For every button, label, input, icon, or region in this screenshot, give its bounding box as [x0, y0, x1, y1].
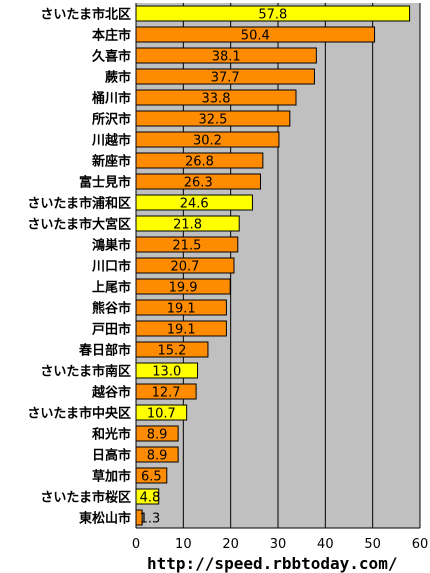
category-label: 上尾市 — [92, 280, 131, 296]
category-label: さいたま市南区 — [40, 364, 131, 380]
category-label: さいたま市浦和区 — [27, 196, 131, 212]
bar-value-label: 13.0 — [152, 365, 181, 380]
x-tick-label: 60 — [412, 537, 429, 552]
category-label: 本庄市 — [92, 28, 131, 44]
category-label: さいたま市大宮区 — [27, 217, 131, 233]
bar-value-label: 21.8 — [173, 218, 202, 233]
category-label: 鴻巣市 — [92, 238, 131, 254]
bar-value-label: 20.7 — [171, 260, 200, 275]
bar-value-label: 32.5 — [198, 113, 227, 128]
category-label: 日高市 — [92, 448, 131, 464]
bar-value-label: 8.9 — [147, 449, 168, 464]
category-label: さいたま市桜区 — [40, 490, 131, 506]
category-label: さいたま市中央区 — [27, 406, 131, 422]
x-tick-label: 0 — [132, 537, 140, 552]
bar-value-label: 33.8 — [202, 92, 231, 107]
x-tick-label: 40 — [317, 537, 334, 552]
bar-value-label: 30.2 — [193, 134, 222, 149]
bar-value-label: 57.8 — [258, 8, 287, 23]
category-label: さいたま市北区 — [40, 7, 131, 23]
bar-value-label: 15.2 — [157, 344, 186, 359]
bar-value-label: 26.8 — [185, 155, 214, 170]
bar-value-label: 26.3 — [184, 176, 213, 191]
category-label: 和光市 — [92, 427, 131, 443]
bar-value-label: 8.9 — [147, 428, 168, 443]
x-tick-label: 10 — [175, 537, 192, 552]
bar-value-label: 38.1 — [212, 50, 241, 65]
bar-value-label: 1.3 — [140, 512, 161, 527]
bar-value-label: 50.4 — [241, 29, 270, 44]
bar-value-label: 24.6 — [180, 197, 209, 212]
category-label: 富士見市 — [79, 175, 131, 191]
category-labels: さいたま市北区本庄市久喜市蕨市桶川市所沢市川越市新座市富士見市さいたま市浦和区さ… — [27, 7, 131, 527]
bar-value-label: 19.1 — [167, 323, 196, 338]
x-tick-label: 30 — [270, 537, 287, 552]
footer-url: http://speed.rbbtoday.com/ — [147, 554, 397, 573]
category-label: 東松山市 — [79, 511, 131, 527]
bar-value-label: 19.9 — [169, 281, 198, 296]
bar-value-label: 6.5 — [141, 470, 162, 485]
x-tick-label: 20 — [222, 537, 239, 552]
bar-value-label: 10.7 — [147, 407, 176, 422]
x-tick-label: 50 — [364, 537, 381, 552]
category-label: 蕨市 — [105, 70, 131, 86]
bar-value-label: 4.8 — [140, 491, 161, 506]
bar-value-label: 21.5 — [172, 239, 201, 254]
category-label: 春日部市 — [78, 343, 131, 359]
category-label: 川越市 — [91, 133, 131, 149]
category-label: 久喜市 — [92, 49, 131, 65]
x-axis-ticks: 0 10 20 30 40 50 60 — [132, 537, 428, 552]
category-label: 川口市 — [91, 259, 131, 275]
category-label: 熊谷市 — [92, 301, 131, 317]
bar-value-label: 12.7 — [152, 386, 181, 401]
category-label: 所沢市 — [92, 112, 131, 128]
bar-value-label: 37.7 — [211, 71, 240, 86]
bar-value-label: 19.1 — [167, 302, 196, 317]
category-label: 新座市 — [92, 154, 131, 170]
plot-area: 57.8 50.438.1 37.7 33.8 32.5 30.2 26.8 26.3 24.6… — [135, 3, 421, 529]
category-label: 桶川市 — [91, 91, 131, 107]
category-label: 草加市 — [92, 469, 131, 485]
category-label: 戸田市 — [92, 322, 131, 338]
category-label: 越谷市 — [91, 385, 131, 401]
